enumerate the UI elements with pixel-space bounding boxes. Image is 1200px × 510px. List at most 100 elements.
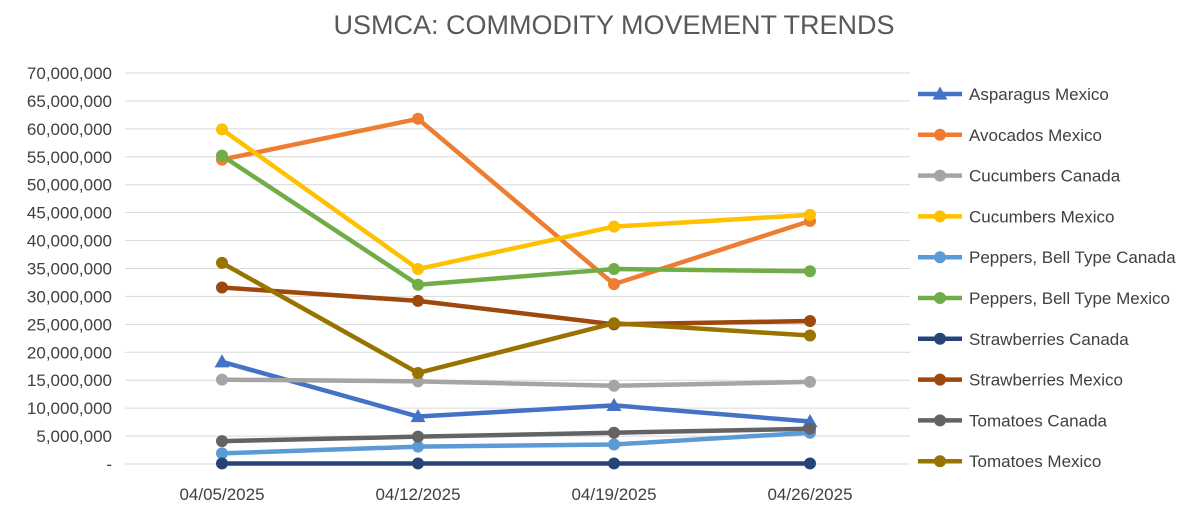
y-tick-label: 40,000,000 xyxy=(27,232,112,251)
data-point xyxy=(934,292,946,304)
data-point xyxy=(216,123,228,136)
data-point xyxy=(608,379,620,392)
data-point xyxy=(216,447,228,460)
series-3 xyxy=(216,373,816,392)
legend-item: Strawberries Canada xyxy=(918,330,1129,349)
legend-item: Avocados Mexico xyxy=(918,126,1102,145)
data-point xyxy=(608,426,620,439)
y-tick-label: 5,000,000 xyxy=(36,427,112,446)
series-7 xyxy=(216,457,816,470)
data-point xyxy=(804,422,816,435)
y-tick-label: 70,000,000 xyxy=(27,64,112,83)
data-point xyxy=(412,294,424,307)
data-point xyxy=(412,112,424,125)
legend-item: Tomatoes Canada xyxy=(918,411,1108,430)
series-4 xyxy=(216,123,816,276)
data-point xyxy=(804,315,816,328)
data-point xyxy=(412,375,424,388)
data-point xyxy=(804,329,816,342)
y-tick-label: 20,000,000 xyxy=(27,343,112,362)
y-tick-label: 30,000,000 xyxy=(27,287,112,306)
data-point xyxy=(934,332,946,345)
series-line xyxy=(219,426,813,444)
data-point xyxy=(608,317,620,330)
data-point xyxy=(934,210,946,223)
data-point xyxy=(934,373,946,386)
y-tick-label: 50,000,000 xyxy=(27,176,112,195)
y-tick-label: 15,000,000 xyxy=(27,371,112,390)
data-point xyxy=(216,373,228,386)
series-line xyxy=(219,153,813,287)
data-point xyxy=(934,128,946,141)
data-point xyxy=(412,278,424,291)
legend-item: Strawberries Mexico xyxy=(918,371,1123,390)
legend-label: Cucumbers Canada xyxy=(969,167,1121,186)
data-point xyxy=(412,366,424,379)
legend-item: Peppers, Bell Type Mexico xyxy=(918,289,1170,308)
y-axis-tick-labels: - 5,000,000 10,000,000 15,000,000 20,000,000… xyxy=(27,64,112,474)
data-point xyxy=(804,457,816,470)
legend: Asparagus Mexico Avocados Mexico Cucumbers… xyxy=(918,85,1176,471)
legend-label: Strawberries Canada xyxy=(969,330,1129,349)
data-point xyxy=(412,440,424,453)
data-point xyxy=(934,414,946,427)
legend-label: Tomatoes Mexico xyxy=(969,452,1101,471)
series-6 xyxy=(216,149,816,291)
legend-label: Strawberries Mexico xyxy=(969,371,1123,390)
data-point xyxy=(412,430,424,443)
gridlines xyxy=(125,72,910,465)
data-point xyxy=(934,169,946,182)
legend-label: Cucumbers Mexico xyxy=(969,207,1115,226)
x-tick-label: 04/19/2025 xyxy=(571,485,656,504)
data-point xyxy=(608,220,620,233)
data-point xyxy=(410,409,426,423)
data-point xyxy=(804,265,816,278)
series-9 xyxy=(216,422,816,448)
y-tick-label: 55,000,000 xyxy=(27,148,112,167)
data-point xyxy=(804,208,816,221)
y-tick-label: 25,000,000 xyxy=(27,315,112,334)
series-8 xyxy=(216,281,816,331)
legend-item: Cucumbers Mexico xyxy=(918,207,1115,226)
x-tick-label: 04/12/2025 xyxy=(375,485,460,504)
y-tick-label: 60,000,000 xyxy=(27,120,112,139)
legend-item: Peppers, Bell Type Canada xyxy=(918,248,1176,267)
data-point xyxy=(608,263,620,276)
legend-label: Avocados Mexico xyxy=(969,126,1102,145)
x-tick-label: 04/05/2025 xyxy=(179,485,264,504)
data-point xyxy=(608,457,620,470)
data-point xyxy=(804,375,816,388)
data-point xyxy=(932,86,948,100)
data-point xyxy=(934,251,946,264)
x-axis-tick-labels: 04/05/2025 04/12/2025 04/19/2025 04/26/2025 xyxy=(179,485,852,504)
data-point xyxy=(934,455,946,468)
data-point xyxy=(412,457,424,470)
data-point xyxy=(214,354,230,368)
legend-label: Asparagus Mexico xyxy=(969,85,1109,104)
legend-label: Peppers, Bell Type Mexico xyxy=(969,289,1170,308)
data-point xyxy=(606,397,622,411)
data-point xyxy=(216,281,228,294)
x-tick-label: 04/26/2025 xyxy=(767,485,852,504)
y-tick-label: 45,000,000 xyxy=(27,204,112,223)
legend-item: Cucumbers Canada xyxy=(918,167,1121,186)
series-line xyxy=(219,377,813,389)
series-line xyxy=(219,285,813,327)
series-line xyxy=(219,430,813,456)
series-line xyxy=(219,127,813,272)
data-point xyxy=(608,278,620,291)
data-point xyxy=(216,435,228,448)
chart-title: USMCA: COMMODITY MOVEMENT TRENDS xyxy=(333,10,894,40)
data-point xyxy=(412,263,424,276)
series-10 xyxy=(216,256,816,379)
series-line xyxy=(219,359,813,424)
series-line xyxy=(219,260,813,376)
y-tick-label: - xyxy=(106,455,112,474)
y-tick-label: 35,000,000 xyxy=(27,260,112,279)
data-point xyxy=(802,414,818,428)
legend-label: Tomatoes Canada xyxy=(969,411,1108,430)
y-tick-label: 10,000,000 xyxy=(27,399,112,418)
series-lines xyxy=(214,112,818,470)
